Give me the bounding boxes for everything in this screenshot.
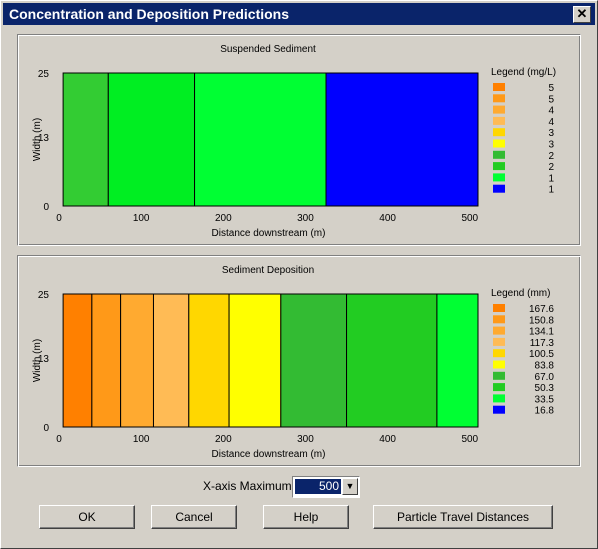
legend-label: 117.3 (530, 338, 555, 349)
x-tick-label: 100 (133, 213, 150, 224)
legend-swatch (493, 94, 505, 103)
legend-title: Legend (mg/L) (491, 67, 556, 78)
y-tick-label: 0 (43, 202, 49, 213)
legend-swatch (493, 184, 505, 193)
xaxis-max-value: 500 (294, 478, 342, 495)
legend-label: 67.0 (535, 372, 555, 383)
suspended-sediment-panel: Suspended Sediment 0 100 200 300 400 500 0 13 25 D… (17, 34, 581, 246)
legend-swatch (493, 150, 505, 159)
x-tick-label: 200 (215, 434, 232, 445)
legend-swatch (493, 326, 505, 335)
heatmap-cell (120, 293, 154, 428)
legend-label: 3 (548, 140, 554, 151)
y-tick-label: 25 (38, 69, 50, 80)
legend-label: 4 (548, 117, 554, 128)
xaxis-max-label: X-axis Maximum: (203, 479, 296, 493)
heatmap-cell (436, 293, 479, 428)
legend-label: 16.8 (535, 406, 555, 417)
heatmap-cell (152, 293, 190, 428)
chart-title: Sediment Deposition (222, 265, 314, 276)
heatmap-cell (228, 293, 282, 428)
x-tick-label: 500 (461, 213, 478, 224)
legend-label: 33.5 (535, 394, 555, 405)
x-axis-label: Distance downstream (m) (212, 449, 326, 460)
x-tick-label: 400 (379, 434, 396, 445)
legend-swatch (493, 371, 505, 380)
heatmap-cell (280, 293, 348, 428)
legend-swatch (493, 139, 505, 148)
legend-swatch (493, 315, 505, 324)
y-tick-label: 13 (38, 354, 50, 365)
heatmap-cell (346, 293, 438, 428)
title-bar: Concentration and Deposition Predictions… (3, 3, 595, 25)
heatmap-cell (325, 72, 479, 207)
legend-label: 1 (548, 185, 554, 196)
legend-label: 83.8 (535, 361, 555, 372)
legend-swatch (493, 405, 505, 414)
legend-label: 150.8 (529, 315, 554, 326)
x-tick-label: 200 (215, 213, 232, 224)
legend-label: 50.3 (535, 383, 555, 394)
heatmap-cell (107, 72, 196, 207)
heatmap-cell (194, 72, 327, 207)
sediment-deposition-panel: Sediment Deposition 0 100 200 300 400 500 0 13 25… (17, 255, 581, 467)
legend-label: 3 (548, 128, 554, 139)
x-tick-label: 300 (297, 434, 314, 445)
x-tick-label: 400 (379, 213, 396, 224)
x-axis-label: Distance downstream (m) (212, 228, 326, 239)
x-tick-label: 100 (133, 434, 150, 445)
help-button[interactable]: Help (263, 505, 349, 529)
y-axis-label: Width (m) (32, 339, 43, 382)
cancel-button[interactable]: Cancel (151, 505, 237, 529)
heatmap-cell (188, 293, 230, 428)
legend-label: 1 (548, 173, 554, 184)
chart-title: Suspended Sediment (220, 44, 316, 55)
xaxis-max-select[interactable]: 500 ▼ (292, 476, 360, 498)
legend-swatch (493, 394, 505, 403)
legend-label: 167.6 (529, 304, 554, 315)
sediment-deposition-chart: Sediment Deposition 0 100 200 300 400 500 0 13 25… (32, 265, 555, 460)
legend-title: Legend (mm) (491, 288, 550, 299)
xaxis-max-row: X-axis Maximum: 500 ▼ (1, 475, 598, 498)
legend-label: 100.5 (529, 349, 554, 360)
legend-swatch (493, 173, 505, 182)
heatmap-cell (62, 293, 93, 428)
y-tick-label: 25 (38, 290, 50, 301)
legend-swatch (493, 360, 505, 369)
legend-label: 2 (548, 151, 554, 162)
x-tick-label: 0 (56, 213, 62, 224)
y-tick-label: 13 (38, 133, 50, 144)
legend-swatch (493, 337, 505, 346)
legend-swatch (493, 349, 505, 358)
legend-label: 4 (548, 106, 554, 117)
legend-label: 134.1 (529, 327, 554, 338)
x-tick-label: 0 (56, 434, 62, 445)
legend-swatch (493, 105, 505, 114)
particle-travel-distances-button[interactable]: Particle Travel Distances (373, 505, 553, 529)
legend-swatch (493, 162, 505, 171)
x-tick-label: 300 (297, 213, 314, 224)
legend-swatch (493, 116, 505, 125)
legend-label: 5 (548, 83, 554, 94)
legend-label: 5 (548, 94, 554, 105)
x-tick-label: 500 (461, 434, 478, 445)
legend-label: 2 (548, 162, 554, 173)
heatmap-cell (62, 72, 109, 207)
y-axis-label: Width (m) (32, 118, 43, 161)
ok-button[interactable]: OK (39, 505, 135, 529)
window-title: Concentration and Deposition Predictions (9, 6, 290, 22)
legend-swatch (493, 304, 505, 312)
legend-swatch (493, 383, 505, 392)
close-icon: ✕ (576, 6, 588, 21)
dropdown-arrow-icon[interactable]: ▼ (342, 478, 358, 495)
legend-swatch (493, 83, 505, 91)
y-tick-label: 0 (43, 423, 49, 434)
heatmap-cell (91, 293, 122, 428)
legend-swatch (493, 128, 505, 137)
close-button[interactable]: ✕ (573, 6, 591, 23)
